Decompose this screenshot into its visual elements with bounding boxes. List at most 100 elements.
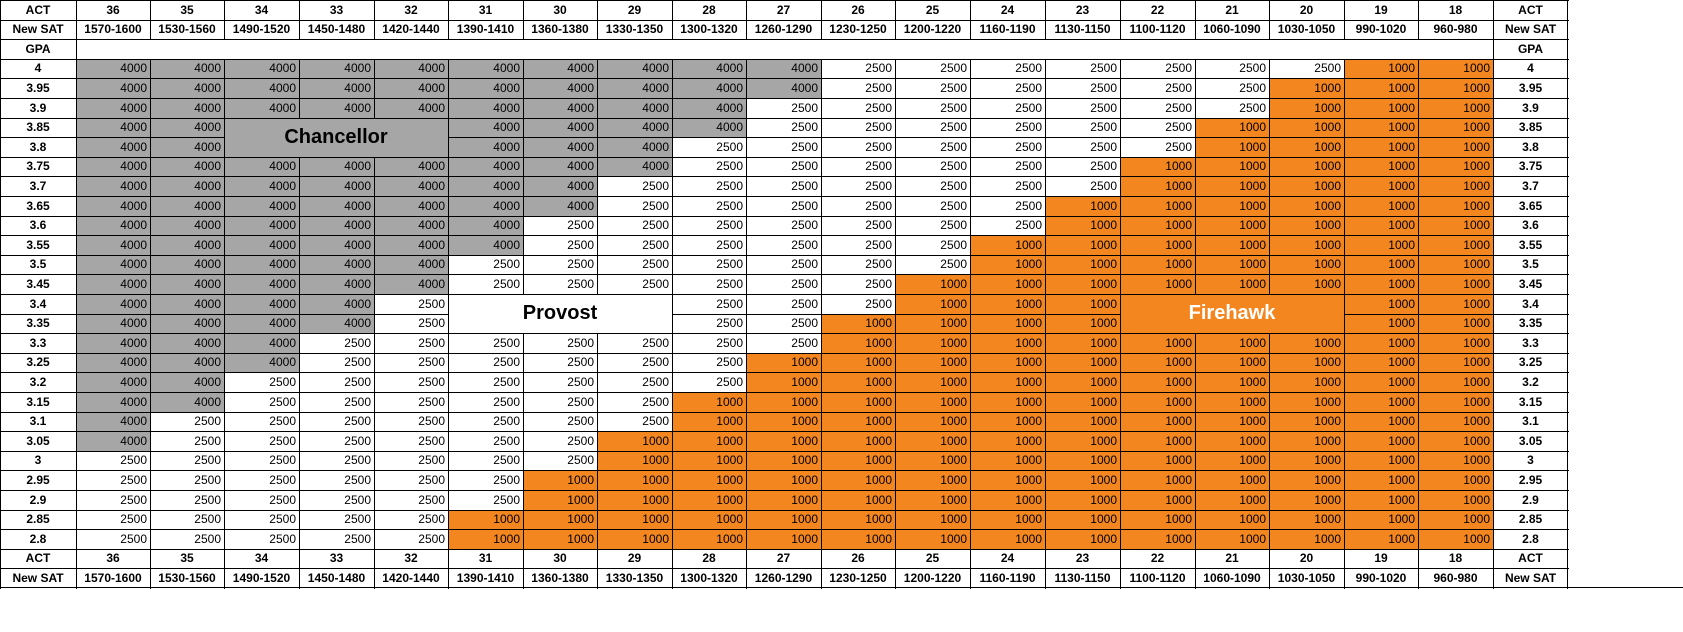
award-cell: 2500	[224, 372, 299, 392]
award-cell: 1000	[1344, 98, 1418, 118]
award-cell: 1000	[1269, 470, 1344, 490]
award-cell: 1000	[821, 431, 895, 451]
award-cell: 4000	[76, 314, 150, 333]
award-cell: 1000	[1195, 490, 1269, 510]
sat-range-header: 1300-1320	[680, 571, 738, 585]
grid-line	[224, 490, 300, 491]
grid-line	[448, 353, 449, 373]
grid-line	[1567, 176, 1568, 197]
grid-line	[1418, 118, 1494, 119]
grid-line	[523, 0, 524, 21]
award-cell: 1000	[1195, 157, 1269, 176]
grid-line	[672, 216, 747, 217]
grid-line	[1567, 39, 1568, 60]
grid-line	[1418, 431, 1419, 452]
award-cell: 2500	[746, 216, 821, 235]
grid-line	[1493, 274, 1494, 295]
award-cell: 4000	[224, 294, 299, 314]
award-cell: 1000	[1045, 392, 1120, 412]
grid-line	[672, 568, 747, 569]
award-cell: 1000	[672, 529, 746, 549]
grid-line	[374, 274, 449, 275]
award-cell: 1000	[821, 510, 895, 529]
grid-line	[821, 431, 822, 452]
grid-line	[970, 196, 1046, 197]
grid-line	[1195, 78, 1270, 79]
grid-line	[1120, 20, 1121, 40]
grid-line	[1493, 372, 1569, 373]
grid-line	[523, 549, 524, 569]
award-cell: 2500	[597, 333, 672, 353]
grid-line	[150, 392, 225, 393]
award-cell: 2500	[299, 392, 374, 412]
award-cell: 1000	[895, 274, 970, 294]
grid-line	[821, 333, 822, 354]
grid-line	[746, 196, 822, 197]
award-cell: 1000	[895, 314, 970, 333]
grid-line	[1344, 412, 1419, 413]
act-score-header: 20	[1299, 551, 1314, 565]
act-score-header: 32	[404, 3, 418, 17]
grid-line	[895, 372, 971, 373]
grid-line	[0, 412, 1, 432]
grid-line	[970, 274, 971, 295]
grid-line	[374, 255, 449, 256]
gpa-row-label: 3	[34, 453, 42, 467]
grid-line	[0, 372, 1, 393]
grid-line	[1493, 235, 1494, 256]
grid-line	[150, 549, 225, 550]
grid-line	[1567, 137, 1568, 158]
grid-line	[1418, 176, 1419, 197]
award-cell: 1000	[597, 431, 672, 451]
award-cell: 2500	[76, 451, 150, 470]
grid-line	[597, 451, 673, 452]
grid-line	[0, 529, 1, 550]
grid-line	[821, 118, 822, 138]
grid-line	[1567, 333, 1568, 354]
grid-line	[597, 470, 673, 471]
grid-line	[672, 431, 747, 432]
grid-line	[895, 372, 896, 393]
grid-line	[746, 98, 747, 119]
grid-line	[150, 176, 151, 197]
grid-line	[1195, 216, 1196, 236]
grid-line	[523, 255, 524, 275]
award-cell: 2500	[970, 118, 1045, 137]
gpa-row-label: 2.95	[26, 473, 50, 487]
award-cell: 4000	[76, 137, 150, 157]
award-cell: 1000	[1045, 255, 1120, 274]
grid-line	[672, 451, 747, 452]
grid-line	[299, 372, 375, 373]
award-cell: 4000	[597, 59, 672, 78]
grid-line	[1493, 137, 1494, 158]
award-cell: 1000	[672, 412, 746, 431]
grid-line	[1493, 20, 1569, 21]
grid-line	[597, 98, 673, 99]
award-cell: 1000	[1344, 196, 1418, 216]
grid-line	[1493, 235, 1569, 236]
grid-line	[1567, 314, 1568, 334]
grid-line	[1567, 353, 1568, 373]
award-cell: 2500	[821, 255, 895, 274]
award-cell	[597, 294, 672, 314]
award-cell: 2500	[597, 196, 672, 216]
grid-line	[299, 333, 300, 354]
award-cell: 2500	[895, 255, 970, 274]
grid-line	[821, 118, 896, 119]
act-score-header: 21	[1225, 551, 1239, 565]
grid-line	[672, 157, 673, 177]
act-score-header: 28	[702, 551, 716, 565]
sat-range-header: 1100-1120	[1129, 22, 1186, 36]
grid-line	[1120, 176, 1196, 177]
grid-line	[0, 568, 77, 569]
grid-line	[448, 196, 524, 197]
award-cell: 4000	[299, 255, 374, 274]
grid-line	[523, 412, 598, 413]
grid-line	[1045, 333, 1121, 334]
grid-line	[821, 353, 822, 373]
gpa-row-label: 3.3	[29, 336, 47, 350]
award-cell: 1000	[1269, 216, 1344, 235]
grid-line	[224, 392, 300, 393]
award-cell: 2500	[970, 216, 1045, 235]
grid-line	[150, 255, 151, 275]
